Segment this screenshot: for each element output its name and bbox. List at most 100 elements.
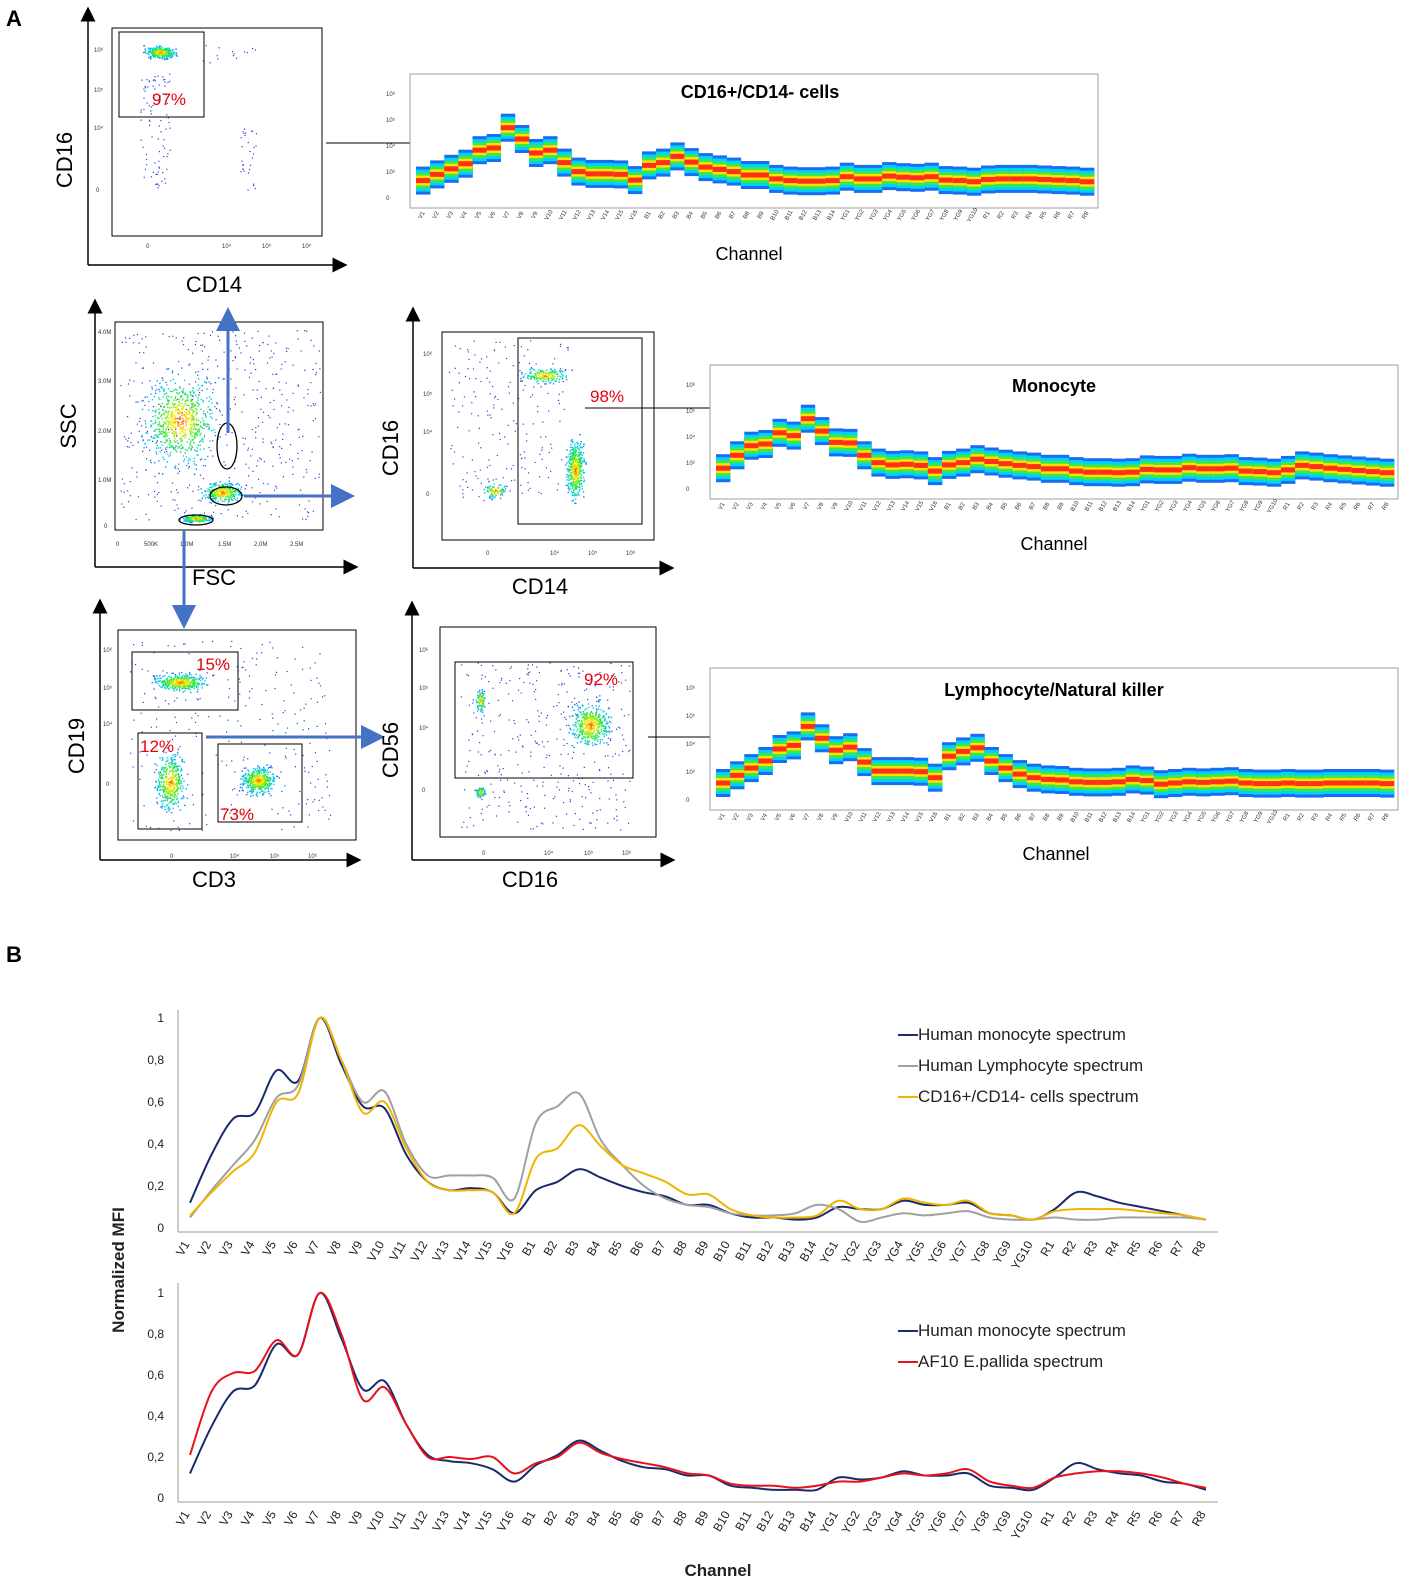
event-dot: [475, 717, 477, 719]
event-dot: [527, 482, 529, 484]
event-dot: [272, 775, 275, 778]
event-dot: [542, 781, 544, 783]
event-dot: [591, 742, 593, 744]
event-dot: [155, 421, 157, 424]
event-dot: [171, 412, 173, 415]
event-dot: [260, 780, 262, 782]
event-dot: [234, 494, 236, 496]
event-dot: [149, 380, 151, 382]
event-dot: [170, 411, 172, 414]
event-dot: [571, 745, 573, 747]
event-dot: [534, 378, 536, 380]
event-dot: [571, 455, 573, 457]
event-dot: [255, 794, 257, 796]
event-dot: [183, 429, 185, 431]
event-dot: [298, 504, 301, 506]
event-dot: [175, 769, 177, 771]
event-dot: [187, 686, 190, 688]
event-dot: [165, 433, 167, 435]
event-dot: [201, 519, 203, 522]
event-dot: [159, 447, 162, 449]
event-dot: [180, 440, 182, 443]
event-dot: [228, 500, 230, 502]
event-dot: [175, 721, 178, 724]
event-dot: [498, 362, 500, 364]
event-dot: [162, 333, 164, 335]
event-dot: [488, 702, 490, 704]
event-dot: [305, 468, 307, 471]
event-dot: [565, 369, 567, 371]
event-dot: [152, 104, 154, 107]
event-dot: [162, 685, 164, 687]
event-dot: [454, 451, 456, 453]
event-dot: [154, 678, 156, 680]
event-dot: [173, 448, 175, 450]
event-dot: [573, 733, 576, 735]
event-dot: [158, 417, 160, 419]
event-dot: [194, 683, 196, 686]
event-dot: [294, 658, 296, 660]
event-dot: [261, 794, 264, 796]
event-dot: [556, 375, 559, 377]
event-dot: [580, 446, 582, 448]
event-dot: [577, 493, 579, 495]
event-dot: [152, 416, 154, 418]
event-dot: [596, 673, 598, 676]
event-dot: [191, 406, 193, 408]
event-dot: [209, 62, 211, 64]
event-dot: [517, 764, 519, 766]
event-dot: [231, 760, 233, 762]
event-dot: [325, 774, 327, 776]
event-dot: [209, 490, 211, 493]
event-dot: [166, 415, 169, 417]
x-tick: 10⁶: [308, 853, 318, 860]
event-dot: [206, 684, 208, 686]
event-dot: [203, 436, 206, 438]
event-dot: [182, 447, 184, 449]
event-dot: [568, 486, 570, 488]
event-dot: [172, 415, 174, 417]
event-dot: [157, 786, 160, 788]
event-dot: [503, 791, 505, 793]
event-dot: [175, 489, 178, 491]
event-dot: [169, 808, 171, 810]
event-dot: [201, 682, 203, 684]
event-dot: [184, 676, 186, 679]
event-dot: [194, 405, 196, 407]
event-dot: [252, 774, 254, 776]
event-dot: [521, 380, 523, 382]
event-dot: [483, 715, 485, 717]
event-dot: [580, 460, 582, 462]
event-dot: [174, 687, 176, 689]
event-dot: [303, 476, 305, 478]
event-dot: [234, 788, 236, 790]
event-dot: [180, 405, 182, 407]
event-dot: [471, 489, 473, 491]
event-dot: [167, 785, 169, 787]
event-dot: [529, 682, 531, 684]
event-dot: [491, 493, 493, 495]
event-dot: [533, 779, 535, 781]
event-dot: [165, 763, 167, 766]
event-dot: [210, 398, 212, 400]
event-dot: [168, 336, 170, 338]
event-dot: [173, 51, 175, 54]
event-dot: [214, 435, 216, 437]
event-dot: [541, 741, 543, 743]
event-dot: [163, 771, 165, 773]
event-dot: [167, 420, 169, 423]
event-dot: [145, 52, 147, 55]
event-dot: [307, 393, 309, 395]
event-dot: [542, 785, 544, 787]
event-dot: [540, 386, 542, 388]
event-dot: [168, 684, 171, 686]
event-dot: [621, 682, 623, 684]
event-dot: [275, 671, 278, 673]
event-dot: [194, 721, 197, 723]
event-dot: [127, 383, 129, 385]
event-dot: [184, 400, 186, 403]
event-dot: [548, 410, 550, 412]
event-dot: [186, 684, 188, 686]
event-dot: [193, 392, 195, 395]
event-dot: [559, 375, 561, 378]
